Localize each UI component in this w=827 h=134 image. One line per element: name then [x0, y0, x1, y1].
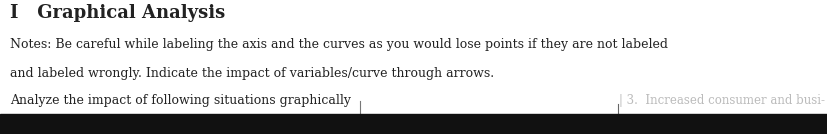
Text: Analyze the impact of following situations graphically: Analyze the impact of following situatio… — [10, 94, 351, 107]
Bar — [0, 114, 827, 134]
Text: Notes: Be careful while labeling the axis and the curves as you would lose point: Notes: Be careful while labeling the axi… — [10, 38, 667, 51]
Text: | 3.  Increased consumer and busi-: | 3. Increased consumer and busi- — [619, 94, 825, 107]
Text: I   Graphical Analysis: I Graphical Analysis — [10, 4, 225, 22]
Text: and labeled wrongly. Indicate the impact of variables/curve through arrows.: and labeled wrongly. Indicate the impact… — [10, 67, 494, 80]
